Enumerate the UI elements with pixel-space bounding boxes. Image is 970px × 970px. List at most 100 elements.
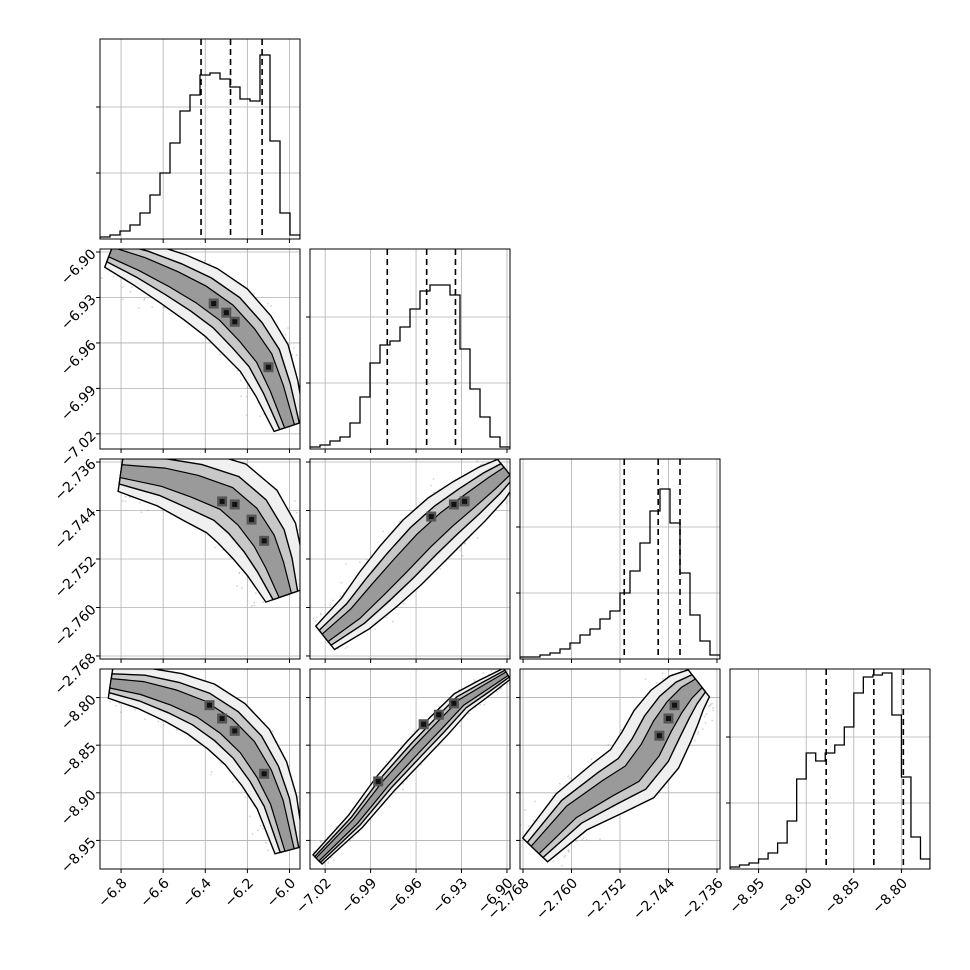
sample-point	[459, 549, 462, 551]
sample-point	[590, 758, 593, 761]
sample-point	[262, 827, 265, 830]
panel-content	[100, 654, 304, 869]
panel-1-0	[96, 210, 307, 453]
sample-point	[513, 486, 515, 488]
sample-point	[701, 728, 704, 731]
sample-point	[694, 739, 696, 742]
density-peak	[219, 716, 225, 722]
sample-point	[262, 601, 265, 604]
contour-inner	[107, 249, 296, 429]
sample-point	[329, 604, 332, 606]
density-peak	[219, 498, 225, 504]
sample-point	[139, 454, 141, 456]
sample-point	[129, 290, 132, 293]
density-peak	[451, 501, 457, 507]
sample-point	[121, 499, 124, 502]
sample-point	[620, 729, 623, 732]
sample-point	[332, 599, 334, 602]
sample-point	[304, 535, 306, 537]
sample-point	[511, 482, 513, 484]
panel-frame	[309, 248, 511, 450]
sample-point	[295, 511, 298, 514]
contour-inner	[109, 677, 295, 852]
sample-point	[335, 825, 338, 828]
sample-point	[711, 719, 714, 722]
sample-point	[345, 563, 348, 565]
sample-point	[346, 645, 349, 648]
contour-outer	[103, 249, 300, 433]
sample-point	[270, 305, 273, 307]
sample-point	[297, 796, 299, 798]
sample-point	[505, 502, 508, 505]
sample-point	[119, 247, 121, 249]
sample-point	[140, 511, 143, 514]
sample-point	[258, 415, 261, 418]
sample-point	[513, 484, 515, 486]
sample-point	[314, 620, 317, 622]
sample-point	[265, 841, 268, 844]
sample-point	[139, 426, 141, 428]
sample-point	[430, 484, 432, 487]
panel-1-1	[306, 248, 511, 453]
sample-point	[302, 835, 304, 837]
sample-point	[176, 454, 178, 456]
sample-point	[203, 259, 206, 262]
sample-point	[312, 575, 314, 577]
density-peak	[261, 538, 267, 544]
sample-point	[219, 353, 222, 356]
sample-point	[133, 244, 135, 246]
sample-point	[291, 354, 294, 356]
sample-point	[301, 833, 303, 835]
sample-point	[245, 395, 248, 398]
density-peak	[261, 771, 267, 777]
sample-point	[151, 306, 154, 308]
sample-point	[143, 298, 146, 300]
sample-point	[696, 732, 699, 735]
sample-point	[305, 413, 307, 415]
sample-point	[163, 455, 165, 457]
panel-frame	[99, 38, 301, 240]
sample-point	[160, 654, 162, 656]
sample-point	[162, 723, 165, 726]
sample-point	[192, 453, 194, 455]
sample-point	[478, 452, 480, 454]
sample-point	[581, 838, 583, 841]
sample-point	[122, 298, 124, 301]
sample-point	[116, 240, 118, 242]
sample-point	[115, 704, 117, 707]
sample-point	[673, 666, 675, 668]
panel-3-2	[516, 666, 721, 873]
sample-point	[129, 210, 131, 212]
sample-point	[137, 235, 139, 237]
sample-point	[301, 552, 303, 554]
sample-point	[210, 773, 212, 776]
sample-point	[117, 246, 119, 248]
sample-point	[137, 246, 139, 248]
sample-point	[244, 796, 246, 799]
sample-point	[238, 571, 241, 574]
sample-point	[129, 242, 131, 244]
sample-point	[340, 581, 343, 584]
panel-content	[100, 426, 314, 659]
sample-point	[198, 445, 200, 447]
panel-content	[100, 39, 300, 239]
sample-point	[162, 667, 164, 669]
sample-point	[301, 564, 303, 566]
density-peak	[428, 514, 434, 520]
sample-point	[320, 840, 323, 843]
sample-point	[231, 781, 234, 783]
sample-point	[534, 800, 536, 803]
sample-point	[511, 481, 513, 483]
sample-point	[707, 705, 710, 708]
sample-point	[365, 558, 368, 561]
sample-point	[324, 863, 326, 865]
density-peak	[421, 721, 427, 727]
sample-point	[287, 327, 289, 329]
panel-content	[310, 669, 510, 869]
sample-point	[134, 709, 136, 711]
histogram-step	[520, 488, 720, 659]
density-peak	[451, 700, 457, 706]
sample-point	[307, 582, 309, 584]
density-peak	[232, 319, 238, 325]
sample-point	[301, 412, 303, 414]
